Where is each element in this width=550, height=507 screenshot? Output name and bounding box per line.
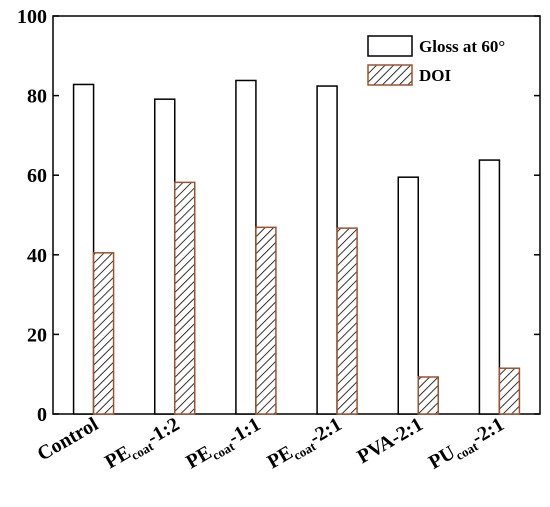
legend-swatch-1 [367,64,413,86]
x-category-label: PEcoat-2:1 [264,413,348,476]
bar-gloss-5 [478,159,501,415]
x-category-label: PEcoat-1:1 [182,413,266,476]
bar-gloss-4 [397,176,419,415]
x-category-label: PVA-2:1 [354,413,427,468]
bars [72,79,521,415]
legend-label-1: DOI [419,66,452,85]
bar-gloss-1 [154,98,176,415]
bar-doi-5 [498,367,521,415]
y-tick-label: 60 [27,165,47,187]
x-category-label: PEcoat-1:2 [101,413,185,476]
plot-frame [52,15,541,415]
bar-gloss-3 [316,85,338,415]
legend: Gloss at 60° DOI [367,35,505,86]
bar-doi-3 [336,227,358,415]
bar-gloss-0 [72,83,95,415]
bar-doi-0 [92,252,115,415]
bar-doi-2 [255,226,277,415]
legend-label-0: Gloss at 60° [419,37,505,56]
bar-gloss-2 [235,79,257,415]
y-tick-label: 100 [17,6,47,28]
axes [52,15,541,415]
y-axis-ticks: 0 20 40 60 80 100 [17,6,540,426]
x-category-label: PUcoat-2:1 [425,413,509,476]
y-tick-label: 40 [27,245,47,267]
y-tick-label: 20 [27,324,47,346]
bar-doi-1 [174,181,196,415]
legend-swatch-0 [367,35,413,57]
y-tick-label: 80 [27,86,47,108]
bar-doi-4 [417,376,439,415]
y-tick-label: 0 [37,404,47,426]
